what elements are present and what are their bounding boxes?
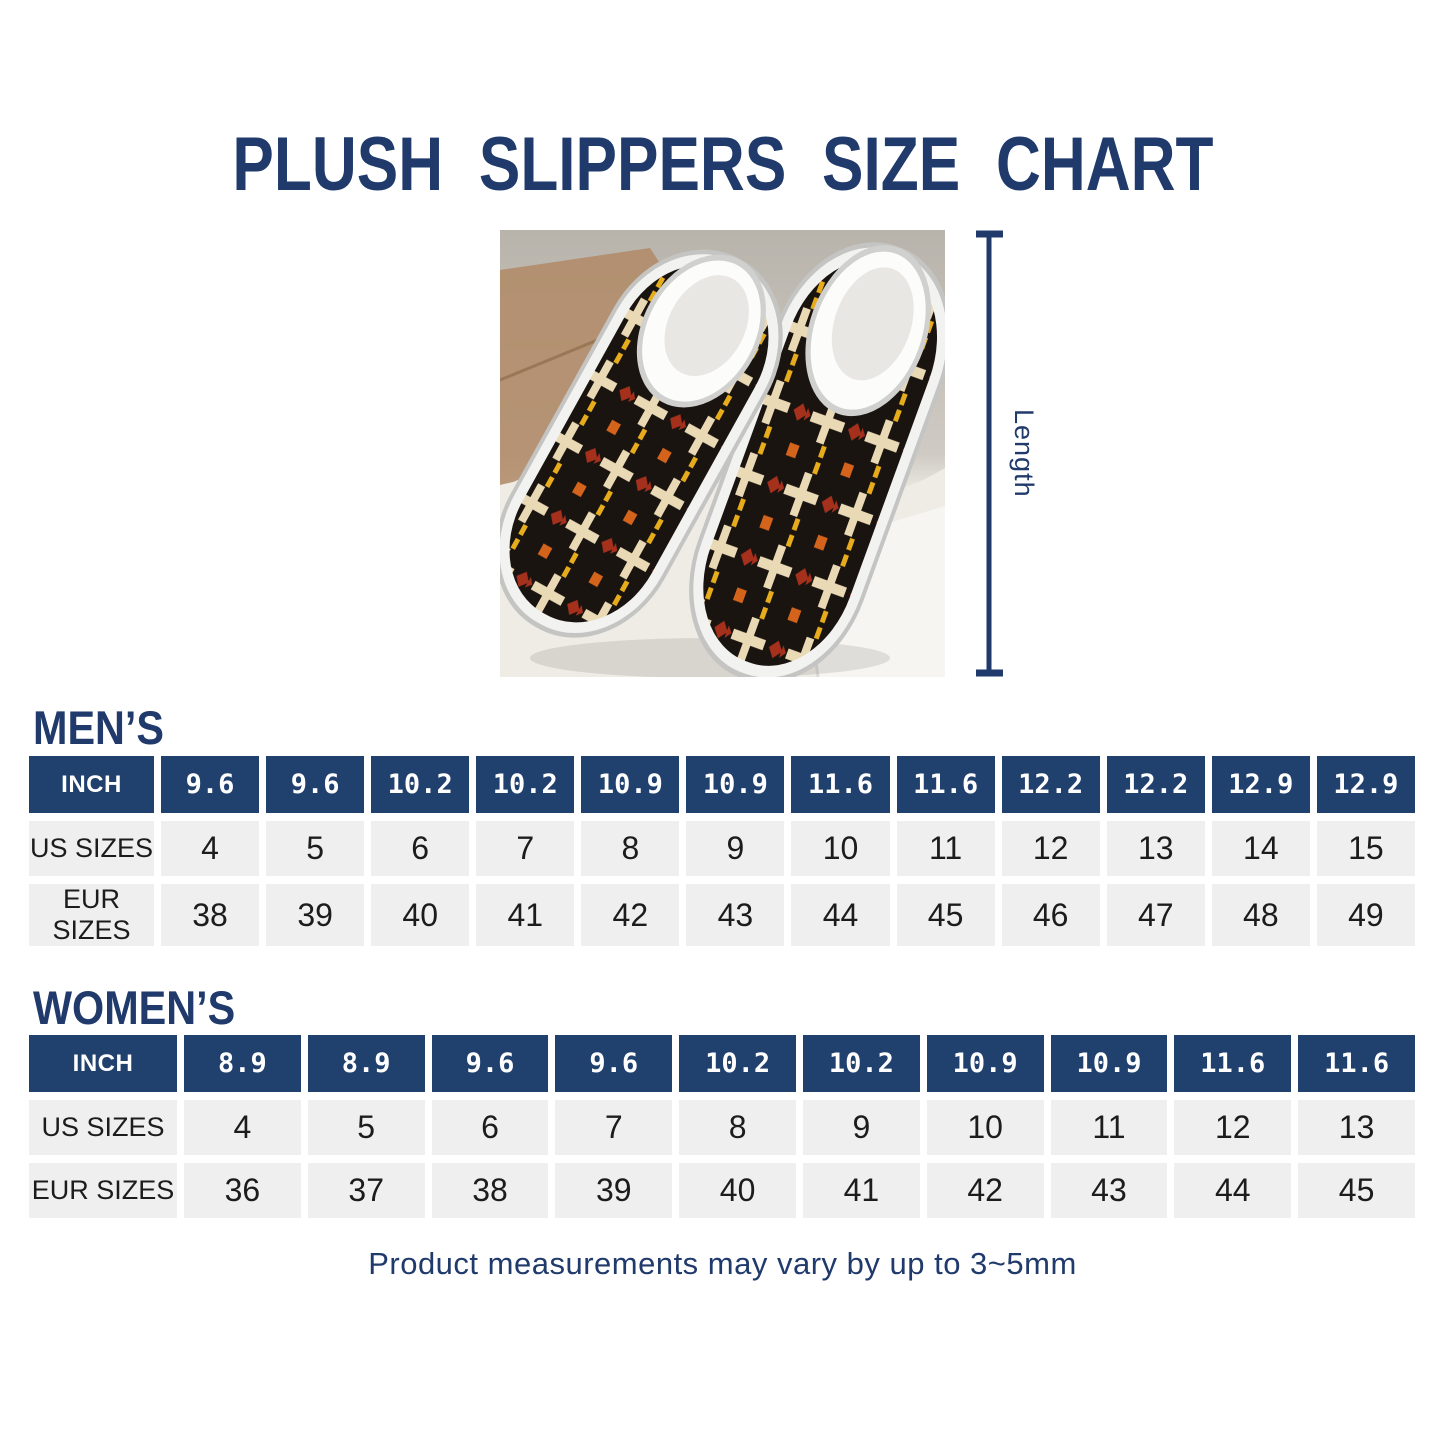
mens-eur-value-6: 44: [791, 884, 890, 946]
womens-eur-value-3: 39: [555, 1163, 673, 1218]
mens-eur-row-label: EUR SIZES: [29, 884, 154, 946]
mens-inch-value-4: 10.9: [581, 756, 680, 813]
womens-inch-value-8: 11.6: [1174, 1035, 1292, 1092]
mens-inch-value-0: 9.6: [161, 756, 260, 813]
mens-eur-row: EUR SIZES 38 39 40 41 42 43 44 45 46 47 48 49: [29, 884, 1415, 946]
mens-inch-row: INCH 9.6 9.6 10.2 10.2 10.9 10.9 11.6 11.6 12.2 12…: [29, 756, 1415, 813]
womens-us-value-5: 9: [802, 1100, 920, 1155]
mens-inch-value-6: 11.6: [791, 756, 890, 813]
length-ruler: Length: [976, 230, 1039, 677]
womens-us-value-0: 4: [184, 1100, 301, 1155]
mens-us-value-0: 4: [161, 821, 260, 876]
womens-us-value-1: 5: [307, 1100, 425, 1155]
mens-eur-value-10: 48: [1211, 884, 1310, 946]
mens-us-row: US SIZES 4 5 6 7 8 9 10 11 12 13 14 15: [29, 821, 1415, 876]
womens-eur-value-0: 36: [184, 1163, 301, 1218]
mens-eur-value-4: 42: [581, 884, 680, 946]
womens-us-row-label: US SIZES: [29, 1100, 177, 1155]
mens-eur-value-11: 49: [1316, 884, 1415, 946]
womens-eur-value-4: 40: [679, 1163, 796, 1218]
womens-heading: WOMEN’S: [33, 981, 236, 1034]
mens-us-value-7: 11: [896, 821, 995, 876]
womens-us-value-3: 7: [555, 1100, 673, 1155]
womens-inch-row-label: INCH: [29, 1035, 177, 1092]
product-photo: [500, 230, 945, 677]
footer-note: Product measurements may vary by up to 3…: [368, 1246, 1077, 1281]
womens-inch-value-0: 8.9: [184, 1035, 301, 1092]
womens-inch-value-9: 11.6: [1298, 1035, 1415, 1092]
mens-inch-value-10: 12.9: [1211, 756, 1310, 813]
mens-eur-value-5: 43: [686, 884, 785, 946]
womens-inch-value-7: 10.9: [1050, 1035, 1168, 1092]
womens-us-value-4: 8: [679, 1100, 796, 1155]
womens-inch-value-3: 9.6: [555, 1035, 673, 1092]
womens-eur-row-label: EUR SIZES: [29, 1163, 177, 1218]
mens-inch-value-9: 12.2: [1106, 756, 1205, 813]
womens-inch-value-5: 10.2: [802, 1035, 920, 1092]
womens-inch-value-4: 10.2: [679, 1035, 796, 1092]
mens-eur-value-0: 38: [161, 884, 260, 946]
mens-us-value-9: 13: [1106, 821, 1205, 876]
mens-us-value-5: 9: [686, 821, 785, 876]
womens-eur-row: EUR SIZES 36 37 38 39 40 41 42 43 44 45: [29, 1163, 1415, 1218]
mens-us-value-3: 7: [476, 821, 575, 876]
womens-size-table: INCH 8.9 8.9 9.6 9.6 10.2 10.2 10.9 10.9 11.6 11.6…: [22, 1027, 1422, 1226]
womens-inch-value-1: 8.9: [307, 1035, 425, 1092]
womens-inch-value-2: 9.6: [431, 1035, 549, 1092]
womens-us-value-8: 12: [1174, 1100, 1292, 1155]
mens-eur-value-2: 40: [371, 884, 470, 946]
mens-us-value-10: 14: [1211, 821, 1310, 876]
mens-inch-value-8: 12.2: [1001, 756, 1100, 813]
mens-inch-value-5: 10.9: [686, 756, 785, 813]
womens-eur-value-9: 45: [1298, 1163, 1415, 1218]
mens-us-value-6: 10: [791, 821, 890, 876]
womens-inch-row: INCH 8.9 8.9 9.6 9.6 10.2 10.2 10.9 10.9 11.6 11.6: [29, 1035, 1415, 1092]
womens-eur-value-6: 42: [926, 1163, 1044, 1218]
mens-eur-value-8: 46: [1001, 884, 1100, 946]
womens-eur-value-7: 43: [1050, 1163, 1168, 1218]
mens-inch-value-1: 9.6: [266, 756, 365, 813]
mens-us-value-11: 15: [1316, 821, 1415, 876]
page-header: PLUSH SLIPPERS SIZE CHART: [0, 70, 1445, 254]
length-label: Length: [1009, 409, 1039, 498]
womens-us-value-7: 11: [1050, 1100, 1168, 1155]
mens-inch-value-2: 10.2: [371, 756, 470, 813]
mens-us-value-4: 8: [581, 821, 680, 876]
mens-us-value-8: 12: [1001, 821, 1100, 876]
womens-inch-value-6: 10.9: [926, 1035, 1044, 1092]
mens-eur-value-7: 45: [896, 884, 995, 946]
womens-us-value-6: 10: [926, 1100, 1044, 1155]
womens-us-value-9: 13: [1298, 1100, 1415, 1155]
mens-eur-value-1: 39: [266, 884, 365, 946]
mens-heading: MEN’S: [33, 701, 164, 754]
mens-inch-value-7: 11.6: [896, 756, 995, 813]
mens-inch-row-label: INCH: [29, 756, 154, 813]
mens-us-value-2: 6: [371, 821, 470, 876]
slippers-illustration: [500, 230, 945, 677]
womens-eur-value-8: 44: [1174, 1163, 1292, 1218]
mens-inch-value-11: 12.9: [1316, 756, 1415, 813]
mens-size-table: INCH 9.6 9.6 10.2 10.2 10.9 10.9 11.6 11.6 12.2 12…: [22, 748, 1422, 954]
womens-eur-value-2: 38: [431, 1163, 549, 1218]
mens-us-row-label: US SIZES: [29, 821, 154, 876]
mens-eur-value-3: 41: [476, 884, 575, 946]
womens-us-row: US SIZES 4 5 6 7 8 9 10 11 12 13: [29, 1100, 1415, 1155]
womens-eur-value-5: 41: [802, 1163, 920, 1218]
length-measure-line: [976, 230, 1003, 677]
mens-inch-value-3: 10.2: [476, 756, 575, 813]
mens-us-value-1: 5: [266, 821, 365, 876]
womens-eur-value-1: 37: [307, 1163, 425, 1218]
mens-eur-value-9: 47: [1106, 884, 1205, 946]
page-title: PLUSH SLIPPERS SIZE CHART: [231, 120, 1214, 207]
womens-us-value-2: 6: [431, 1100, 549, 1155]
